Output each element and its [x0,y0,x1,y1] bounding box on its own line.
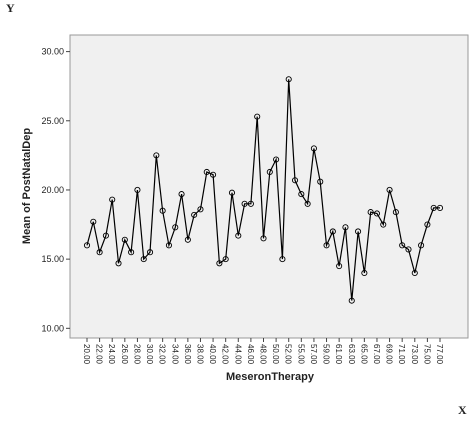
point [102,232,109,239]
x-axis-title: MeseronTherapy [226,371,315,383]
point [159,207,166,214]
x-tick-label: 20.00 [82,344,91,365]
x-tick-label: 55.00 [296,344,305,365]
y-axis-title: Mean of PostNatalDep [21,128,33,244]
annotation: Y [6,1,15,15]
point [197,206,204,213]
x-tick-label: 65.00 [359,344,368,365]
x-tick-label: 42.00 [221,344,230,365]
point [172,224,179,231]
point [241,200,248,207]
x-tick-label: 57.00 [309,344,318,365]
point [329,228,336,235]
x-tick-label: 44.00 [233,344,242,365]
x-tick-label: 71.00 [397,344,406,365]
point [285,76,292,83]
point [191,211,198,218]
point [399,242,406,249]
x-tick-label: 67.00 [372,344,381,365]
y-tick-label: 30.00 [41,47,64,57]
x-tick-label: 24.00 [107,344,116,365]
x-tick-label: 26.00 [120,344,129,365]
y-tick-label: 25.00 [41,116,64,126]
point [323,242,330,249]
x-tick-label: 28.00 [132,344,141,365]
point [184,236,191,243]
point [310,145,317,152]
point [411,269,418,277]
point [266,168,273,176]
point [210,171,217,178]
point [279,256,286,263]
point [254,113,261,120]
point [291,177,299,184]
point [140,256,147,263]
x-tick-label: 63.00 [347,344,356,365]
annotation: X [458,403,467,417]
x-tick-label: 73.00 [410,344,419,365]
point [235,232,242,239]
y-tick-label: 15.00 [41,254,64,264]
point [128,249,135,256]
x-tick-label: 46.00 [246,344,255,365]
y-tick-label: 10.00 [41,323,64,333]
point [418,242,425,249]
x-tick-label: 69.00 [385,344,394,365]
x-tick-label: 52.00 [284,344,293,365]
point [109,196,116,203]
point [348,297,355,304]
point [146,249,154,256]
point [83,242,91,249]
point [373,210,381,217]
x-tick-label: 77.00 [435,344,444,365]
x-tick-label: 61.00 [334,344,343,365]
line [86,79,440,301]
point [96,249,103,256]
point [298,191,305,198]
point [90,218,97,225]
point [336,263,343,270]
point [392,209,399,216]
point [134,186,141,194]
point [273,156,280,163]
x-tick-label: 48.00 [259,344,268,365]
x-tick-label: 40.00 [208,344,217,365]
point [153,152,160,159]
point [380,221,387,228]
x-tick-label: 34.00 [170,344,179,365]
point [121,236,128,243]
x-tick-label: 22.00 [95,344,104,365]
point [424,221,431,228]
point [165,242,172,249]
point [115,260,122,267]
x-tick-label: 59.00 [322,344,331,365]
point [178,191,185,198]
x-tick-label: 38.00 [195,344,204,365]
point [386,186,393,194]
x-tick-label: 30.00 [145,344,154,365]
point [430,204,437,211]
x-tick-label: 50.00 [271,344,280,365]
point [367,209,374,216]
point [203,168,210,176]
x-tick-label: 36.00 [183,344,192,365]
x-tick-label: 32.00 [158,344,167,365]
point [222,256,229,263]
point [405,246,412,253]
point [342,224,349,231]
point [247,200,254,207]
y-tick-label: 20.00 [41,185,64,195]
x-tick-label: 75.00 [422,344,431,365]
point [317,178,324,185]
point [436,204,444,211]
point [260,235,267,242]
point [216,260,223,267]
point [304,200,311,207]
point [355,228,362,235]
point [228,189,236,196]
point [361,269,368,277]
